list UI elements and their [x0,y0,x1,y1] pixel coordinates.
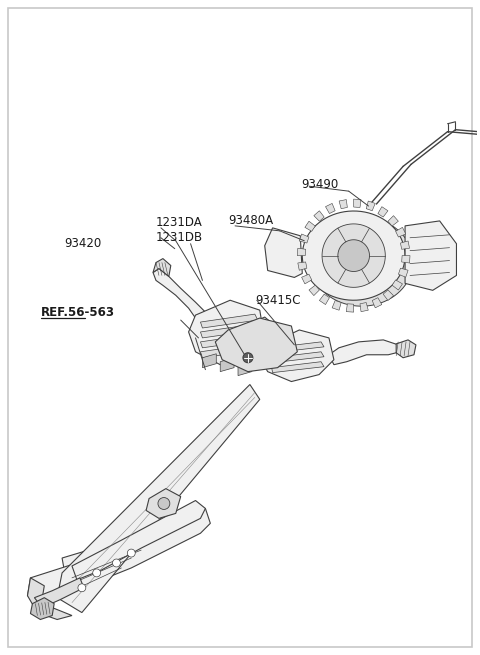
Polygon shape [329,340,400,365]
Polygon shape [314,211,324,221]
Polygon shape [203,354,216,367]
Polygon shape [392,280,402,290]
Circle shape [93,569,101,577]
Polygon shape [305,221,315,231]
Polygon shape [325,204,335,214]
Text: 1231DB: 1231DB [156,231,203,244]
Polygon shape [57,384,260,612]
Polygon shape [402,255,410,263]
Polygon shape [153,259,171,276]
Polygon shape [189,300,264,365]
Polygon shape [378,207,388,217]
Circle shape [127,549,135,557]
Polygon shape [272,362,324,373]
Polygon shape [297,248,306,255]
Text: REF.56-563: REF.56-563 [41,306,115,318]
Polygon shape [27,578,72,620]
Polygon shape [332,301,341,310]
Polygon shape [322,224,385,288]
Polygon shape [272,352,324,363]
Polygon shape [201,324,258,338]
Text: 93490: 93490 [301,178,338,191]
Polygon shape [235,317,276,340]
Text: 1231DA: 1231DA [156,216,203,229]
Polygon shape [220,358,234,371]
Polygon shape [360,303,368,312]
Polygon shape [309,285,319,295]
Polygon shape [398,268,408,277]
Polygon shape [272,342,324,353]
Polygon shape [201,334,258,348]
Polygon shape [319,294,329,305]
Polygon shape [216,318,297,371]
Polygon shape [396,227,406,237]
Circle shape [158,498,170,510]
Polygon shape [238,362,252,375]
Polygon shape [388,215,398,226]
Polygon shape [201,314,258,328]
Polygon shape [153,269,205,318]
Polygon shape [346,304,354,312]
Polygon shape [72,500,205,580]
Polygon shape [396,340,416,358]
Polygon shape [354,199,361,208]
Polygon shape [35,578,84,608]
Polygon shape [260,330,334,382]
Circle shape [112,559,120,567]
Polygon shape [338,240,370,271]
Polygon shape [201,344,258,358]
Polygon shape [400,241,409,250]
Polygon shape [383,290,394,301]
Circle shape [78,584,86,591]
Polygon shape [302,211,405,300]
Text: 93420: 93420 [64,237,101,250]
Polygon shape [298,262,307,271]
Polygon shape [146,489,180,518]
Polygon shape [366,201,375,211]
Polygon shape [264,228,302,278]
Polygon shape [67,533,149,586]
Polygon shape [30,598,54,620]
Text: 93415C: 93415C [255,293,300,307]
Polygon shape [310,217,413,306]
Polygon shape [299,234,309,243]
Text: 93480A: 93480A [228,214,273,227]
Polygon shape [405,221,456,290]
Polygon shape [27,508,210,603]
Polygon shape [62,514,166,586]
Polygon shape [301,274,312,284]
Polygon shape [372,297,382,308]
Polygon shape [339,200,348,209]
Circle shape [243,353,253,363]
